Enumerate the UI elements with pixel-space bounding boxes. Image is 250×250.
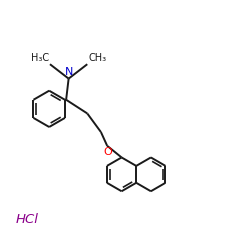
Text: H₃C: H₃C (30, 53, 49, 63)
Text: O: O (103, 147, 112, 157)
Text: N: N (64, 67, 73, 77)
Text: CH₃: CH₃ (88, 53, 107, 63)
Text: HCl: HCl (16, 213, 38, 226)
